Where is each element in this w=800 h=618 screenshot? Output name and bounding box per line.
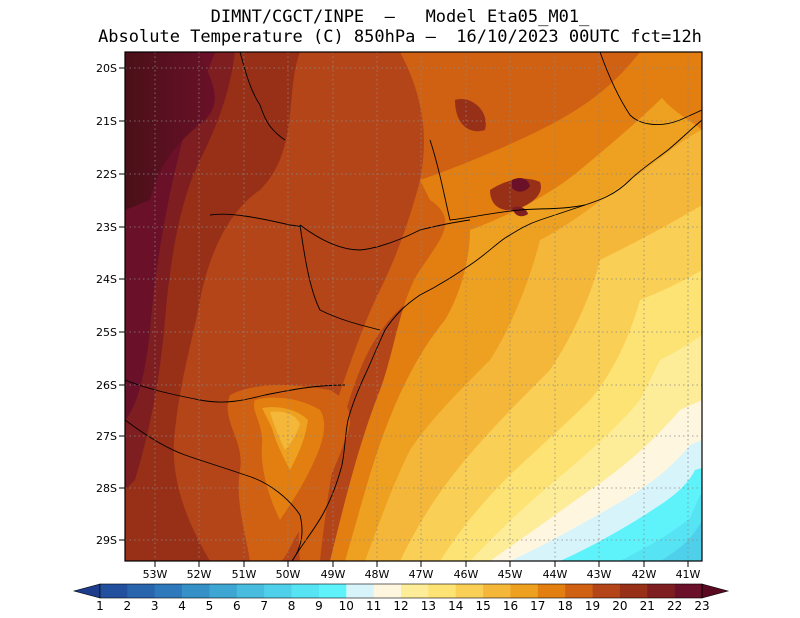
colorbar-outline bbox=[99, 583, 703, 599]
colorbar-label: 1 bbox=[96, 599, 104, 613]
lat-label: 22S bbox=[96, 168, 117, 181]
colorbar-label: 15 bbox=[475, 599, 490, 613]
colorbar-swatch bbox=[537, 584, 566, 598]
colorbar-label: 16 bbox=[503, 599, 518, 613]
colorbar-label: 5 bbox=[206, 599, 214, 613]
colorbar-swatch bbox=[647, 584, 675, 598]
colorbar-swatch bbox=[318, 584, 347, 598]
colorbar-label: 21 bbox=[640, 599, 655, 613]
lat-labels: 20S 21S 22S 23S 24S 25S 26S 27S 28S 29S bbox=[96, 62, 117, 547]
lon-label: 45W bbox=[498, 568, 523, 581]
colorbar-swatch bbox=[674, 584, 703, 598]
lon-label: 52W bbox=[187, 568, 212, 581]
colorbar-swatch bbox=[127, 584, 156, 598]
lat-label: 23S bbox=[96, 221, 117, 234]
lon-label: 43W bbox=[587, 568, 612, 581]
lon-label: 47W bbox=[409, 568, 434, 581]
colorbar-label: 19 bbox=[585, 599, 600, 613]
colorbar-arrow-left bbox=[72, 583, 101, 599]
colorbar-swatch bbox=[510, 584, 539, 598]
lat-label: 27S bbox=[96, 430, 117, 443]
colorbar bbox=[72, 583, 730, 599]
lon-label: 46W bbox=[454, 568, 479, 581]
colorbar-swatch bbox=[182, 584, 210, 598]
lon-label: 42W bbox=[632, 568, 657, 581]
lon-label: 44W bbox=[543, 568, 568, 581]
colorbar-swatch bbox=[401, 584, 429, 598]
colorbar-label: 10 bbox=[339, 599, 354, 613]
colorbar-swatch bbox=[565, 584, 593, 598]
lat-label: 24S bbox=[96, 273, 117, 286]
colorbar-swatch bbox=[592, 584, 621, 598]
colorbar-label: 22 bbox=[667, 599, 682, 613]
colorbar-label: 3 bbox=[151, 599, 159, 613]
colorbar-swatch bbox=[483, 584, 511, 598]
colorbar-label: 7 bbox=[260, 599, 268, 613]
lat-label: 25S bbox=[96, 326, 117, 339]
tick-marks bbox=[119, 67, 689, 567]
gridlines bbox=[125, 52, 702, 561]
lat-label: 20S bbox=[96, 62, 117, 75]
colorbar-label: 14 bbox=[448, 599, 463, 613]
colorbar-label: 8 bbox=[288, 599, 296, 613]
colorbar-swatch bbox=[154, 584, 183, 598]
colorbar-label: 23 bbox=[694, 599, 709, 613]
colorbar-swatch bbox=[346, 584, 374, 598]
colorbar-swatch bbox=[291, 584, 320, 598]
lat-label: 26S bbox=[96, 379, 117, 392]
lon-label: 41W bbox=[676, 568, 701, 581]
colorbar-swatch bbox=[373, 584, 402, 598]
colorbar-label: 9 bbox=[315, 599, 323, 613]
colorbar-label: 17 bbox=[530, 599, 545, 613]
colorbar-arrow-right bbox=[701, 583, 730, 599]
colorbar-swatch bbox=[428, 584, 457, 598]
title-line-2: Absolute Temperature (C) 850hPa – 16/10/… bbox=[98, 27, 702, 47]
colorbar-swatch bbox=[209, 584, 238, 598]
colorbar-label: 13 bbox=[421, 599, 436, 613]
lat-label: 28S bbox=[96, 482, 117, 495]
colorbar-swatch bbox=[236, 584, 265, 598]
lon-labels: 53W 52W 51W 50W 49W 48W 47W 46W 45W 44W … bbox=[143, 568, 701, 581]
colorbar-label: 11 bbox=[366, 599, 381, 613]
coastline-borders bbox=[125, 52, 702, 561]
map-frame bbox=[124, 51, 703, 562]
lon-label: 53W bbox=[143, 568, 168, 581]
colorbar-swatch bbox=[264, 584, 292, 598]
colorbar-label: 12 bbox=[393, 599, 408, 613]
colorbar-label: 2 bbox=[124, 599, 132, 613]
colorbar-swatch bbox=[455, 584, 484, 598]
colorbar-label: 20 bbox=[612, 599, 627, 613]
colorbar-label: 6 bbox=[233, 599, 241, 613]
lon-label: 48W bbox=[365, 568, 390, 581]
colorbar-swatch bbox=[619, 584, 648, 598]
colorbar-labels: 1 2 3 4 5 6 7 8 9 10 11 12 13 14 15 16 17 18 19 20 21 22 23 bbox=[96, 599, 709, 613]
lat-label: 21S bbox=[96, 115, 117, 128]
colorbar-swatch bbox=[100, 584, 128, 598]
colorbar-label: 4 bbox=[178, 599, 186, 613]
lat-label: 29S bbox=[96, 534, 117, 547]
title-line-1: DIMNT/CGCT/INPE – Model Eta05_M01_ bbox=[210, 7, 590, 27]
temperature-field bbox=[125, 52, 702, 561]
colorbar-label: 18 bbox=[558, 599, 573, 613]
lon-label: 51W bbox=[232, 568, 257, 581]
lon-label: 50W bbox=[276, 568, 301, 581]
lon-label: 49W bbox=[321, 568, 346, 581]
